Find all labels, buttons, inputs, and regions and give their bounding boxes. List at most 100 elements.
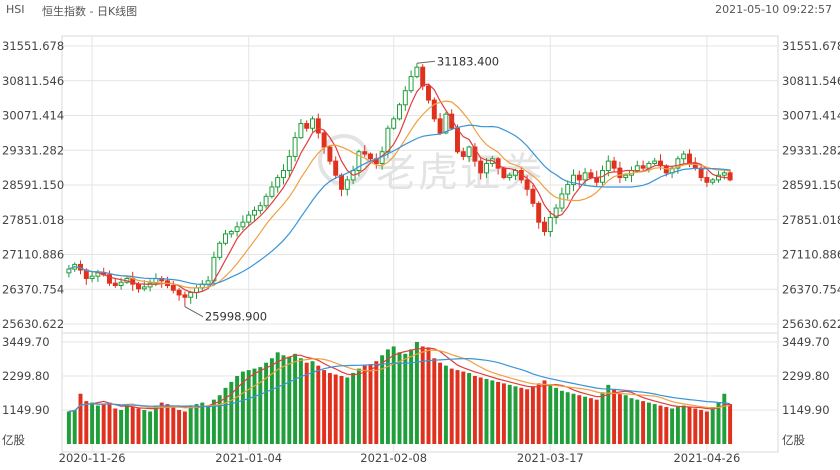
- volume-bar: [484, 378, 489, 444]
- volume-bar: [467, 373, 472, 444]
- volume-bar: [478, 377, 483, 444]
- candle-body: [611, 160, 617, 169]
- candle-body: [460, 151, 466, 157]
- candle-body: [269, 186, 275, 197]
- y-tick-label-left: 26370.754: [2, 282, 64, 296]
- volume-ma20-line: [68, 358, 731, 413]
- volume-bar: [229, 381, 234, 444]
- volume-bar: [339, 375, 344, 444]
- volume-bar: [623, 395, 628, 444]
- volume-bar: [542, 380, 547, 444]
- volume-bar: [612, 389, 617, 444]
- volume-tick-label-left: 1149.90: [2, 403, 50, 417]
- volume-bar: [397, 352, 402, 444]
- volume-bar: [66, 411, 71, 444]
- volume-bar: [95, 405, 100, 444]
- volume-bar: [559, 390, 564, 444]
- volume-bar: [501, 383, 506, 444]
- volume-bar: [113, 408, 118, 444]
- volume-bar: [223, 387, 228, 444]
- volume-bar: [530, 386, 535, 444]
- volume-bar: [252, 368, 257, 444]
- volume-bar: [722, 393, 727, 444]
- y-tick-label-right: 31551.678: [782, 39, 840, 53]
- y-tick-label-right: 30811.546: [782, 74, 840, 88]
- candle-body: [257, 205, 263, 211]
- candle-body: [443, 113, 449, 134]
- chart-title: 恒生指数 - 日K线图: [42, 5, 138, 18]
- volume-bar: [298, 358, 303, 444]
- candle-body: [420, 66, 426, 87]
- y-tick-label-right: 30071.414: [782, 109, 840, 123]
- volume-bar: [206, 405, 211, 444]
- volume-bar: [362, 365, 367, 444]
- candle-body: [530, 188, 536, 204]
- volume-bar: [554, 387, 559, 444]
- volume-bar: [90, 402, 95, 444]
- volume-bar: [699, 409, 704, 444]
- candle-body: [472, 146, 478, 162]
- volume-bar: [588, 398, 593, 444]
- volume-bar: [490, 380, 495, 444]
- symbol-label: HSI: [6, 3, 25, 16]
- candle-body: [402, 90, 408, 106]
- y-tick-label-left: 27110.886: [2, 248, 64, 262]
- ma5-line: [68, 83, 731, 294]
- ma20-line: [68, 124, 731, 286]
- candle-body: [136, 283, 141, 290]
- candle-body: [275, 177, 281, 188]
- candle-body: [112, 282, 118, 287]
- candle-body: [727, 172, 733, 181]
- candle-body: [344, 179, 350, 190]
- candle-body: [553, 207, 559, 218]
- candle-body: [594, 177, 600, 183]
- volume-tick-label-left: 3449.70: [2, 335, 50, 349]
- volume-bar: [548, 384, 553, 444]
- volume-ma10-line: [68, 349, 731, 413]
- volume-bar: [664, 407, 669, 444]
- candle-body: [698, 167, 704, 179]
- candle-body: [704, 177, 710, 183]
- volume-bar: [165, 404, 170, 444]
- candle-body: [252, 209, 257, 216]
- volume-bar: [681, 405, 686, 444]
- volume-tick-label-right: 2299.80: [782, 369, 830, 383]
- candle-body: [710, 179, 716, 183]
- candle-body: [547, 216, 553, 233]
- candle-body: [356, 151, 362, 171]
- volume-bar: [124, 405, 129, 444]
- candle-body: [571, 174, 576, 186]
- volume-bar: [443, 365, 448, 444]
- candle-body: [605, 160, 611, 171]
- candle-body: [89, 275, 95, 279]
- candle-body: [298, 123, 304, 139]
- volume-bar: [536, 383, 541, 444]
- candle-body: [426, 85, 431, 101]
- candle-body: [623, 174, 629, 179]
- candle-body: [339, 174, 344, 190]
- candle-body: [687, 153, 692, 164]
- volume-bar: [461, 371, 466, 444]
- candle-body: [640, 165, 646, 169]
- volume-bar: [525, 389, 530, 444]
- volume-bar: [246, 370, 251, 444]
- volume-bar: [693, 408, 698, 444]
- volume-bar: [374, 361, 379, 444]
- candle-body: [240, 221, 246, 228]
- volume-bar: [716, 402, 721, 444]
- volume-bar: [119, 409, 124, 444]
- volume-bar: [177, 409, 182, 444]
- candle-body: [286, 155, 292, 171]
- candle-body: [721, 172, 727, 176]
- candle-body: [582, 172, 588, 181]
- candle-body: [716, 174, 721, 181]
- volume-bar: [148, 411, 153, 444]
- volume-bar: [635, 399, 640, 444]
- candle-body: [281, 169, 286, 179]
- volume-bar: [385, 349, 390, 444]
- volume-bar: [356, 368, 361, 444]
- x-tick-label: 2021-01-04: [215, 451, 282, 465]
- candle-body: [501, 167, 507, 179]
- y-tick-label-left: 25630.622: [2, 317, 64, 331]
- volume-bar: [327, 373, 332, 444]
